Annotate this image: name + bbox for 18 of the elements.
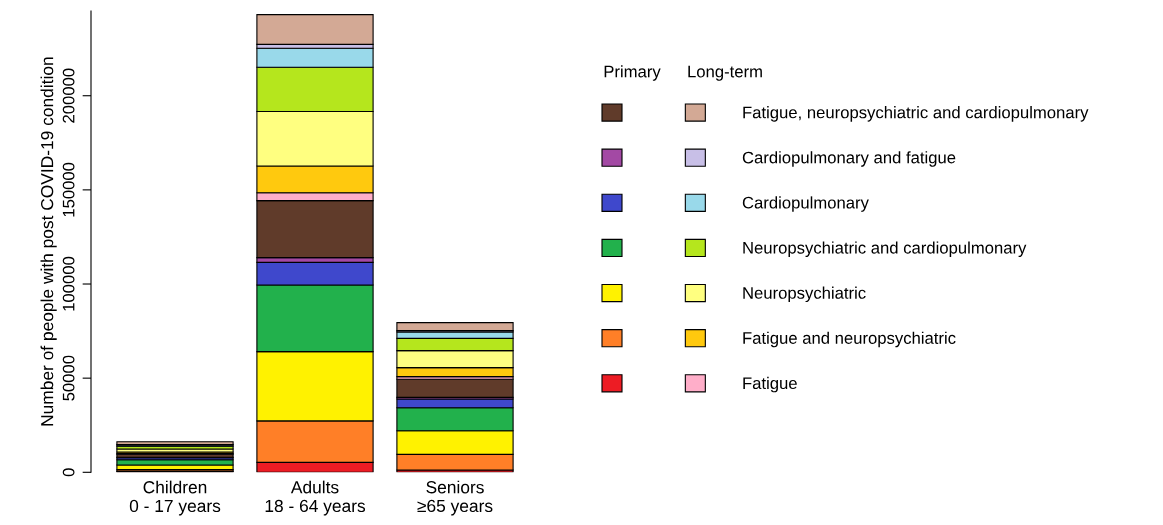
legend-label: Fatigue, neuropsychiatric and cardiopulmonary bbox=[743, 106, 1089, 122]
legend-label: Neuropsychiatric and cardiopulmonary bbox=[743, 241, 1027, 257]
legend-label: Cardiopulmonary and fatigue bbox=[742, 151, 956, 167]
legend-label: Fatigue and neuropsychiatric bbox=[743, 331, 956, 348]
y-tick-label: 50000 bbox=[62, 355, 75, 401]
y-axis-title: Number of people with post COVID-19 condition bbox=[40, 57, 57, 426]
x-tick-label: Adults 18 - 64 years bbox=[265, 480, 366, 516]
text: Long-term bbox=[688, 65, 762, 81]
y-tick-label: 0 bbox=[62, 468, 75, 477]
y-tick-label: 200000 bbox=[62, 68, 75, 123]
text: Primary bbox=[604, 65, 661, 81]
x-tick-label: Seniors ≥65 years bbox=[417, 480, 493, 516]
x-tick-label: Children 0 - 17 years bbox=[129, 480, 221, 516]
y-tick-label: 150000 bbox=[62, 162, 75, 217]
legend-label: Neuropsychiatric bbox=[743, 286, 866, 303]
legend-label: Fatigue bbox=[743, 376, 797, 393]
legend-label: Cardiopulmonary bbox=[742, 196, 869, 212]
y-tick-label: 100000 bbox=[62, 256, 75, 311]
